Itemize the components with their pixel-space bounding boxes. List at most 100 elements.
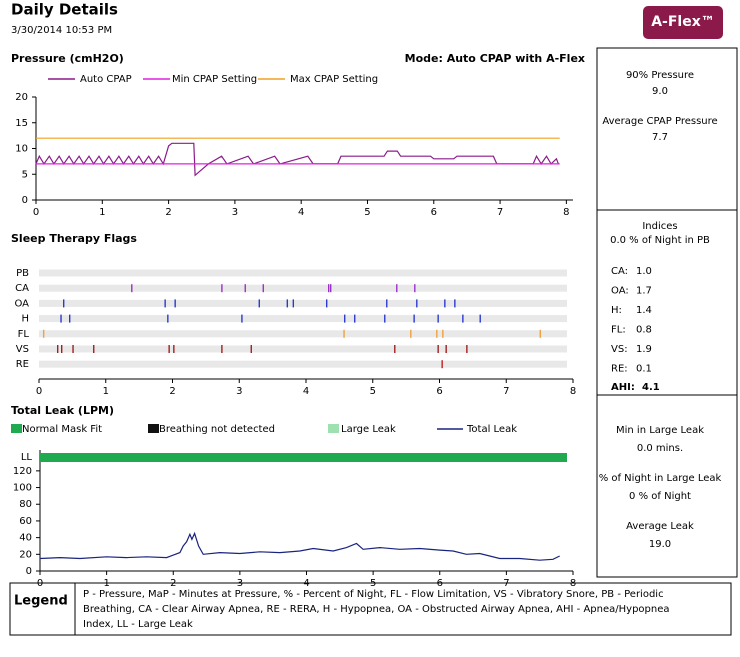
- x-tick-label: 3: [236, 386, 242, 397]
- x-tick-label: 0: [33, 207, 39, 218]
- legend-text: P - Pressure, MaP - Minutes at Pressure,…: [83, 589, 664, 600]
- x-tick-label: 6: [437, 578, 443, 589]
- flag-row: [39, 269, 567, 277]
- x-tick-label: 1: [99, 207, 105, 218]
- stat-value: 7.7: [652, 132, 668, 143]
- logo: A-Flex™: [651, 14, 715, 30]
- x-tick-label: 6: [431, 207, 437, 218]
- chart-title: Sleep Therapy Flags: [11, 232, 137, 245]
- indices-pb: 0.0 % of Night in PB: [610, 235, 710, 246]
- page-title: Daily Details: [11, 1, 118, 19]
- x-tick-label: 5: [370, 386, 376, 397]
- x-tick-label: 7: [497, 207, 503, 218]
- legend-box: [9, 582, 732, 636]
- y-tick-label: 20: [15, 92, 28, 103]
- x-tick-label: 2: [170, 578, 176, 589]
- y-tick-label: H: [21, 314, 29, 325]
- flag-row: [39, 284, 567, 292]
- legend-label: Large Leak: [341, 424, 396, 435]
- report-date: 3/30/2014 10:53 PM: [11, 25, 112, 36]
- x-tick-label: 1: [103, 578, 109, 589]
- series-line: [35, 142, 559, 177]
- index-label: H:: [611, 305, 622, 316]
- y-tick-label: VS: [16, 344, 29, 355]
- chart-title: Pressure (cmH2O): [11, 52, 124, 65]
- index-value: 1.9: [636, 344, 652, 355]
- legend-text: Breathing, CA - Clear Airway Apnea, RE -…: [83, 604, 670, 615]
- indices-title: Indices: [642, 221, 677, 232]
- stat-label: Average Leak: [626, 521, 694, 532]
- x-tick-label: 5: [364, 207, 370, 218]
- y-tick-label: 0: [26, 566, 32, 577]
- y-tick-label: 15: [15, 118, 28, 129]
- x-tick-label: 7: [503, 386, 509, 397]
- legend-label: Auto CPAP: [80, 74, 132, 85]
- flag-row: [39, 345, 567, 353]
- index-value: 0.1: [636, 364, 652, 375]
- stat-label: % of Night in Large Leak: [599, 473, 722, 484]
- legend-label: Min CPAP Setting: [172, 74, 257, 85]
- y-tick-label: PB: [16, 268, 29, 279]
- ahi-label: AHI:: [611, 382, 635, 393]
- index-value: 1.7: [636, 286, 652, 297]
- x-tick-label: 4: [298, 207, 304, 218]
- mask-fit-band: [40, 453, 567, 462]
- index-label: VS:: [611, 344, 628, 355]
- chart-title: Total Leak (LPM): [11, 404, 114, 417]
- legend-label: Total Leak: [466, 424, 517, 435]
- index-label: RE:: [611, 364, 628, 375]
- y-tick-label: 20: [19, 549, 32, 560]
- x-tick-label: 0: [36, 386, 42, 397]
- stat-value: 0.0 mins.: [637, 443, 683, 454]
- y-tick-label: 80: [19, 499, 32, 510]
- legend-text: Index, LL - Large Leak: [83, 619, 193, 630]
- legend-label: Normal Mask Fit: [22, 424, 102, 435]
- x-tick-label: 6: [436, 386, 442, 397]
- mode-label: Mode: Auto CPAP with A-Flex: [405, 52, 585, 65]
- flag-row: [39, 360, 567, 368]
- index-label: CA:: [611, 266, 628, 277]
- y-tick-label: CA: [15, 283, 29, 294]
- stat-label: Average CPAP Pressure: [602, 116, 717, 127]
- y-tick-label: FL: [18, 329, 30, 340]
- large-leak-row-label: LL: [21, 452, 33, 463]
- sidebar-box: [596, 47, 738, 578]
- y-tick-label: 5: [22, 169, 28, 180]
- x-tick-label: 4: [303, 578, 309, 589]
- y-tick-label: OA: [14, 298, 29, 309]
- legend-swatch: [11, 424, 22, 433]
- legend-swatch: [328, 424, 339, 433]
- x-tick-label: 4: [303, 386, 309, 397]
- legend-label: Max CPAP Setting: [290, 74, 378, 85]
- x-tick-label: 8: [570, 578, 576, 589]
- x-tick-label: 7: [503, 578, 509, 589]
- series-line: [39, 531, 560, 561]
- index-label: OA:: [611, 286, 629, 297]
- y-tick-label: 60: [19, 516, 32, 527]
- y-tick-label: RE: [16, 359, 29, 370]
- x-tick-label: 5: [370, 578, 376, 589]
- y-tick-label: 100: [13, 483, 32, 494]
- x-tick-label: 3: [232, 207, 238, 218]
- ahi-value: 4.1: [642, 382, 660, 393]
- flag-row: [39, 299, 567, 307]
- flag-row: [39, 315, 567, 323]
- stat-label: 90% Pressure: [626, 70, 694, 81]
- x-tick-label: 0: [37, 578, 43, 589]
- x-tick-label: 3: [237, 578, 243, 589]
- stat-value: 9.0: [652, 86, 668, 97]
- x-tick-label: 8: [570, 386, 576, 397]
- legend-label: Breathing not detected: [159, 424, 275, 435]
- x-tick-label: 2: [165, 207, 171, 218]
- index-value: 1.4: [636, 305, 652, 316]
- stat-label: Min in Large Leak: [616, 425, 704, 436]
- x-tick-label: 8: [563, 207, 569, 218]
- logo-badge: [643, 6, 723, 39]
- index-label: FL:: [611, 325, 626, 336]
- x-tick-label: 2: [169, 386, 175, 397]
- y-tick-label: 120: [13, 466, 32, 477]
- stat-value: 0 % of Night: [629, 491, 691, 502]
- y-tick-label: 10: [15, 144, 28, 155]
- y-tick-label: 40: [19, 533, 32, 544]
